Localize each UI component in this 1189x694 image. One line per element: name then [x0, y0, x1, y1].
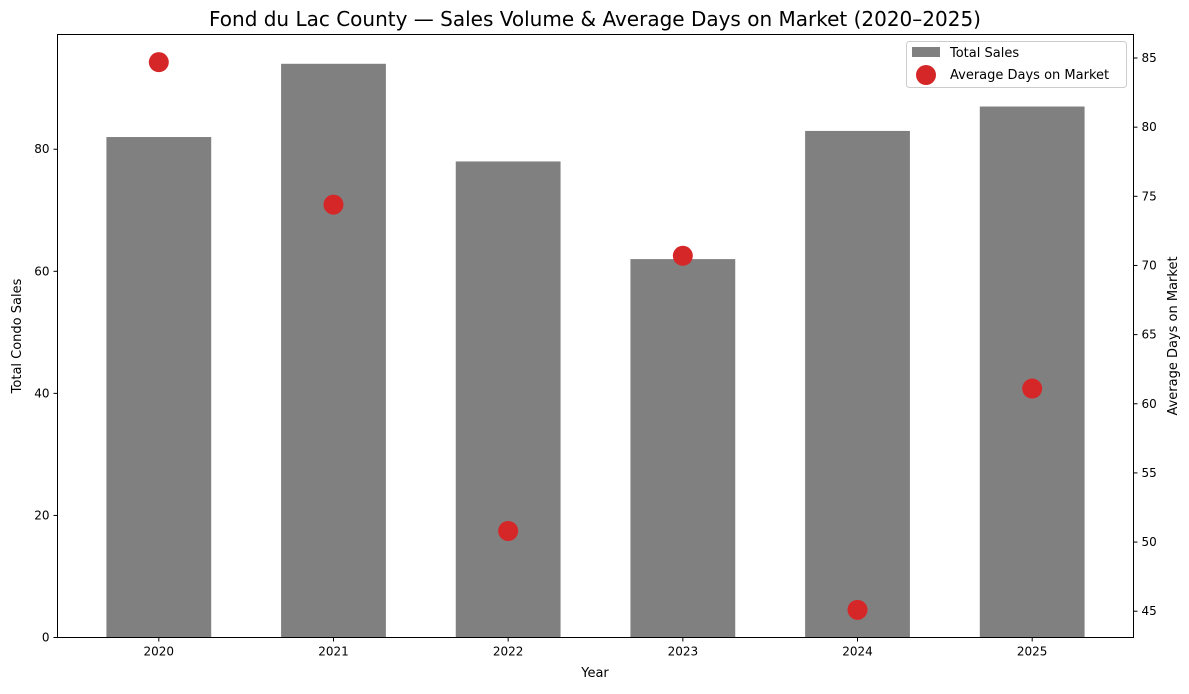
- point-2023: [672, 245, 693, 266]
- bar-2022: [455, 161, 561, 638]
- bar-2024: [805, 130, 910, 638]
- chart-title: Fond du Lac County — Sales Volume & Aver…: [209, 7, 981, 31]
- y2-tick-label: 45: [1142, 604, 1157, 618]
- x-tick-label: 2022: [493, 645, 524, 659]
- x-tick-label: 2021: [318, 645, 349, 659]
- y2-tick-label: 80: [1142, 120, 1157, 134]
- x-tick-label: 2024: [842, 645, 873, 659]
- point-2025: [1022, 378, 1043, 399]
- y-tick-label: 60: [34, 264, 49, 278]
- legend-label-days-on-market: Average Days on Market: [950, 68, 1109, 83]
- bar-2023: [630, 259, 736, 638]
- y-axis-label: Total Condo Sales: [10, 278, 25, 394]
- point-2022: [498, 521, 519, 542]
- y2-tick-label: 75: [1142, 189, 1157, 203]
- point-2020: [148, 52, 169, 73]
- x-axis-label: Year: [580, 666, 609, 681]
- legend-label-total-sales: Total Sales: [949, 46, 1019, 61]
- bar-2020: [106, 137, 212, 638]
- bar-2025: [979, 106, 1085, 638]
- y-tick-label: 20: [34, 508, 49, 522]
- y2-axis-label: Average Days on Market: [1166, 256, 1181, 415]
- x-tick-label: 2025: [1017, 645, 1048, 659]
- bar-2021: [281, 63, 386, 638]
- y-tick-label: 40: [34, 386, 49, 400]
- y2-tick-label: 85: [1142, 51, 1157, 65]
- y2-tick-label: 70: [1142, 258, 1157, 272]
- y2-tick-label: 55: [1142, 466, 1157, 480]
- y2-tick-label: 50: [1142, 535, 1157, 549]
- y-tick-label: 80: [34, 142, 49, 156]
- x-tick-label: 2020: [144, 645, 175, 659]
- x-tick-label: 2023: [668, 645, 699, 659]
- y2-tick-label: 60: [1142, 397, 1157, 411]
- legend: Total Sales Average Days on Market: [906, 41, 1127, 88]
- y-tick-label: 0: [42, 631, 50, 645]
- plot-frame: [57, 34, 1134, 638]
- point-2021: [323, 194, 344, 215]
- legend-box: [906, 41, 1127, 88]
- y2-tick-label: 65: [1142, 328, 1157, 342]
- legend-swatch-total-sales: [912, 47, 940, 57]
- point-2024: [847, 599, 868, 620]
- legend-marker-days-on-market: [916, 65, 936, 85]
